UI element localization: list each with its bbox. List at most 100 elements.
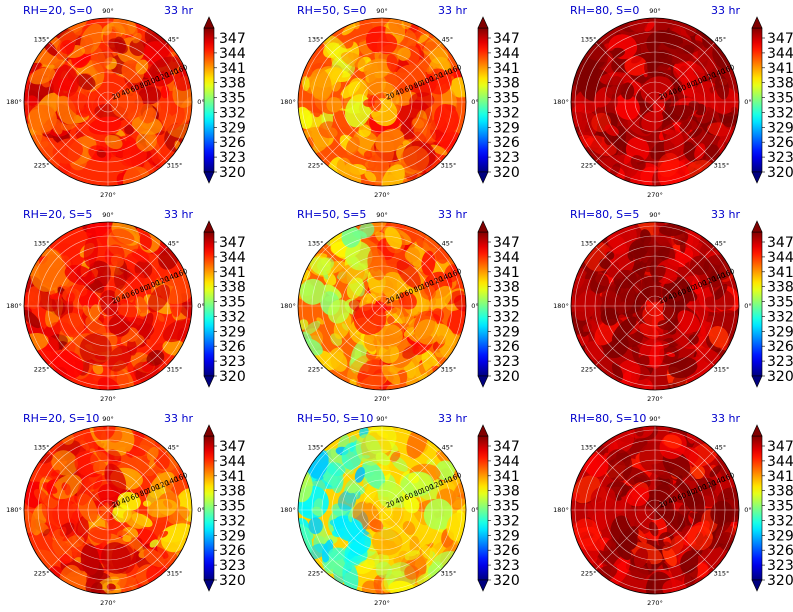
- field-patch: [615, 541, 632, 561]
- colorbar-tick-label: 320: [219, 369, 246, 385]
- colorbar-tick-label: 347: [767, 235, 793, 251]
- colorbar-tick-label: 335: [219, 295, 246, 311]
- field-patch: [708, 326, 729, 348]
- field-patch: [412, 118, 425, 129]
- field-patch: [299, 278, 326, 305]
- panel-title: RH=50, S=5: [297, 208, 366, 221]
- colorbar-tick-label: 347: [493, 439, 520, 455]
- polar-panel: 2040608010012014016090°45°0°315°270°225°…: [280, 208, 479, 403]
- field-patch: [97, 377, 121, 390]
- field-patch: [67, 91, 93, 117]
- colorbar-tick-label: 338: [767, 280, 793, 296]
- field-patch: [662, 295, 681, 326]
- field-patch: [93, 426, 116, 441]
- colorbar-tick-label: 329: [219, 324, 246, 340]
- field-patch: [333, 515, 364, 542]
- field-patch: [379, 338, 389, 350]
- field-patch: [60, 39, 75, 55]
- colorbar-tick-label: 338: [767, 484, 793, 500]
- field-patch: [369, 519, 384, 533]
- field-patch: [146, 350, 165, 366]
- polar-frame: [297, 17, 467, 187]
- angle-tick-label: 0°: [471, 302, 478, 310]
- field-patch: [106, 583, 116, 591]
- colorbar-tick-label: 341: [767, 61, 793, 77]
- field-patch: [142, 500, 152, 507]
- angle-tick-label: 0°: [744, 506, 751, 514]
- field-patch: [371, 528, 403, 556]
- colorbar-tick-label: 341: [219, 61, 246, 77]
- field-patch: [402, 520, 416, 536]
- field-patch: [147, 498, 178, 518]
- field-patch: [609, 163, 621, 177]
- field-patch: [57, 78, 75, 91]
- field-patch: [363, 150, 373, 160]
- angle-tick-label: 270°: [374, 191, 390, 199]
- field-patch: [326, 96, 342, 113]
- colorbar-extend-min: [477, 375, 489, 388]
- colorbar-tick-label: 323: [219, 150, 246, 166]
- colorbar-body: [751, 27, 763, 173]
- colorbar-tick-label: 344: [493, 250, 520, 266]
- field-patch: [435, 460, 455, 481]
- field-patch: [693, 274, 701, 287]
- field-patch: [423, 36, 446, 56]
- field-patch: [627, 252, 634, 262]
- polar-panel: 2040608010012014016090°45°0°315°270°225°…: [280, 4, 479, 199]
- field-patch: [638, 355, 650, 367]
- field-patch: [599, 258, 611, 270]
- polar-panel: 2040608010012014016090°45°0°315°270°225°…: [553, 412, 752, 607]
- angular-gridline: [381, 42, 442, 103]
- panel-time-label: 33 hr: [711, 208, 740, 221]
- field-patch: [156, 472, 167, 486]
- panel-title: RH=50, S=10: [297, 412, 373, 425]
- field-patch: [646, 560, 652, 570]
- field-patch: [652, 265, 666, 282]
- field-patch: [679, 240, 686, 254]
- field-patch: [586, 42, 609, 70]
- field-patch: [93, 260, 103, 269]
- colorbar-body: [203, 435, 215, 581]
- field-patch: [663, 129, 685, 161]
- angular-gridline: [322, 246, 383, 307]
- colorbar-body: [477, 231, 489, 377]
- panel-title: RH=20, S=5: [23, 208, 92, 221]
- angle-tick-label: 180°: [280, 302, 296, 310]
- field-patch: [349, 442, 355, 452]
- angular-gridline: [48, 305, 109, 366]
- field-patch: [313, 498, 323, 510]
- angle-tick-label: 180°: [280, 506, 296, 514]
- angular-gridline: [322, 305, 383, 366]
- polar-panel: 2040608010012014016090°45°0°315°270°225°…: [553, 208, 752, 403]
- angular-gridline: [48, 450, 109, 511]
- field-patch: [709, 465, 722, 478]
- field-patch: [614, 93, 640, 120]
- field-patch: [689, 255, 710, 275]
- colorbar-tick-label: 347: [219, 235, 246, 251]
- colorbar-extend-max: [203, 16, 215, 29]
- field-patch: [644, 21, 655, 32]
- field-patch: [139, 231, 152, 251]
- field-patch: [573, 518, 600, 547]
- colorbar-body: [477, 435, 489, 581]
- field-patch: [661, 104, 695, 120]
- field-patch: [403, 326, 418, 338]
- colorbar-body: [477, 27, 489, 173]
- angle-tick-label: 45°: [715, 444, 727, 452]
- radial-tick-label: 80: [139, 487, 150, 498]
- field-patch: [28, 104, 57, 133]
- field-patch: [159, 530, 169, 538]
- field-patch: [107, 449, 122, 463]
- colorbar-tick-label: 323: [219, 558, 246, 574]
- angle-tick-label: 270°: [100, 191, 116, 199]
- radial-tick-label: 60: [676, 287, 687, 298]
- field-patch: [672, 285, 684, 302]
- colorbar-tick-label: 332: [767, 309, 793, 325]
- field-patch: [685, 492, 706, 513]
- radial-tick-label: 40: [120, 495, 131, 506]
- angle-tick-label: 270°: [647, 395, 663, 403]
- field-patch: [708, 270, 723, 296]
- field-patch: [124, 167, 144, 186]
- colorbar-tick-label: 347: [219, 439, 246, 455]
